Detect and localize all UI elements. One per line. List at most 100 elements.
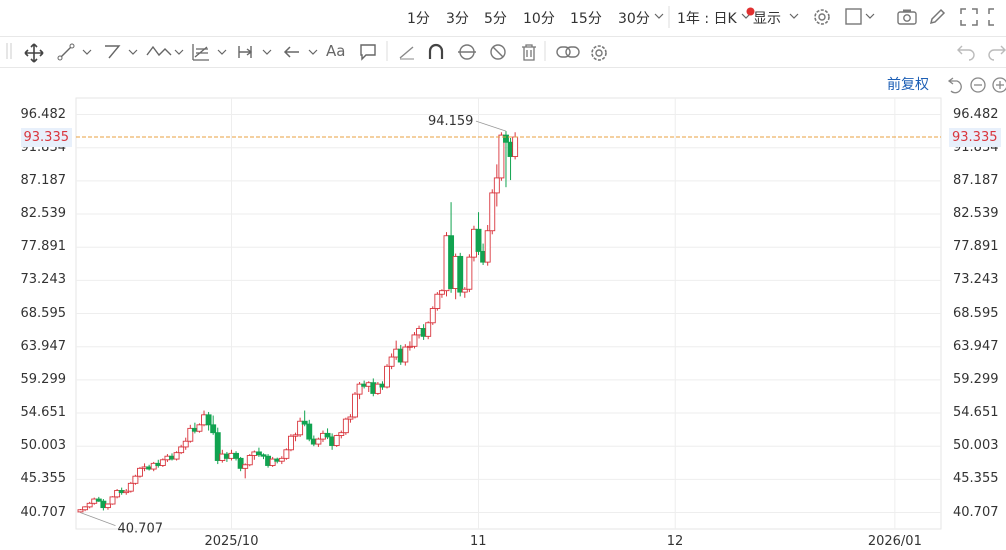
wave-tool-icon[interactable] — [146, 43, 186, 65]
candle-body — [493, 177, 500, 194]
delete-icon[interactable] — [521, 43, 537, 65]
candle-body — [137, 467, 143, 477]
candle-body — [187, 427, 194, 442]
fibonacci-tool-icon[interactable] — [192, 43, 228, 65]
candle-body — [297, 420, 304, 436]
lock-drawing-icon[interactable] — [457, 43, 477, 65]
pencil-icon[interactable] — [928, 8, 946, 30]
zoom-in-icon[interactable] — [991, 76, 1006, 98]
candle-body — [333, 435, 340, 446]
candle — [283, 448, 290, 460]
period-1min[interactable]: 1分 — [407, 11, 430, 27]
candle-body — [484, 230, 491, 263]
candle — [484, 225, 491, 266]
candle-body — [146, 466, 153, 470]
text-tool-icon[interactable]: Aa — [326, 42, 346, 60]
channel-tool-icon[interactable] — [103, 43, 139, 65]
x-tick-label: 2026/01 — [867, 534, 922, 549]
candle — [91, 497, 98, 505]
measure-tool-icon[interactable] — [237, 43, 273, 65]
candle-body — [201, 414, 207, 426]
y-tick-label-left: 59.299 — [20, 371, 67, 387]
candle — [146, 464, 153, 471]
candle — [242, 463, 249, 479]
candle-body — [91, 498, 98, 504]
fullscreen-icon[interactable] — [960, 8, 978, 30]
period-5min[interactable]: 5分 — [484, 11, 507, 27]
candle-body — [489, 192, 496, 232]
candle — [315, 437, 322, 447]
candle — [393, 340, 400, 360]
candle — [384, 364, 390, 389]
candle — [347, 414, 354, 423]
top-toolbar: 1分 3分 5分 10分 15分 30分 1年 : 日K 显示 — [0, 0, 1006, 36]
candle — [274, 457, 281, 464]
candle — [402, 344, 409, 366]
y-tick-label-right: 96.482 — [953, 106, 999, 122]
candle — [127, 481, 134, 493]
candle — [159, 458, 166, 467]
candle-body — [205, 414, 212, 426]
y-tick-label-right: 54.651 — [953, 405, 999, 421]
candle-body — [429, 308, 436, 324]
candle — [77, 509, 84, 513]
y-tick-label-left: 77.891 — [20, 239, 67, 255]
comment-icon[interactable] — [359, 43, 377, 65]
period-30min[interactable]: 30分 — [618, 11, 650, 27]
candle-body — [109, 496, 116, 505]
candle-body — [274, 458, 281, 462]
candle — [141, 463, 148, 472]
y-tick-label-right: 63.947 — [953, 338, 999, 354]
chart-grid — [75, 97, 942, 530]
candle — [278, 456, 285, 465]
candle — [173, 451, 180, 461]
chevron-down-icon[interactable] — [789, 9, 799, 28]
trend-line-icon[interactable] — [57, 43, 93, 65]
separator — [668, 6, 670, 32]
candle-body — [242, 464, 249, 469]
link-icon[interactable] — [556, 43, 580, 65]
settings-icon[interactable] — [812, 7, 832, 31]
drag-handle-icon[interactable] — [5, 41, 13, 65]
candle-body — [223, 453, 230, 459]
camera-icon[interactable] — [897, 9, 917, 29]
reset-icon[interactable] — [946, 76, 964, 98]
candle — [137, 466, 143, 478]
candle — [461, 287, 468, 298]
display-menu[interactable]: 显示 — [753, 11, 781, 27]
max-price-leader — [475, 120, 507, 132]
period-3min[interactable]: 3分 — [446, 11, 469, 27]
candle — [434, 292, 441, 311]
candle-body — [150, 462, 157, 470]
candle-body — [123, 490, 130, 494]
period-10min[interactable]: 10分 — [523, 11, 555, 27]
zoom-out-icon[interactable] — [969, 76, 987, 98]
redo-icon[interactable] — [987, 43, 1006, 65]
chevron-down-icon[interactable] — [741, 9, 751, 28]
arrow-left-icon[interactable] — [283, 43, 319, 65]
candle — [466, 254, 473, 293]
magnet-icon[interactable] — [427, 43, 445, 65]
chevron-down-icon[interactable] — [654, 9, 664, 28]
range-selector[interactable]: 1年 : 日K — [677, 11, 737, 27]
eraser-line-icon[interactable] — [398, 43, 416, 65]
candle-body — [269, 458, 276, 466]
undo-icon[interactable] — [956, 43, 976, 65]
candle — [493, 164, 500, 207]
chart-style-icon[interactable] — [845, 8, 875, 30]
candle — [118, 487, 125, 495]
candle-body — [100, 500, 107, 509]
expand-icon[interactable] — [988, 8, 1006, 30]
hide-drawing-icon[interactable] — [489, 43, 507, 65]
move-icon[interactable] — [24, 43, 44, 67]
period-15min[interactable]: 15分 — [570, 11, 602, 27]
candle — [297, 417, 304, 437]
separator — [386, 41, 388, 65]
max-price-label: 94.159 — [428, 114, 474, 129]
draw-settings-icon[interactable] — [589, 43, 609, 67]
candle — [329, 433, 336, 450]
candle-body — [503, 134, 509, 143]
candle — [425, 321, 432, 340]
price-adjustment-selector[interactable]: 前复权 — [887, 77, 929, 93]
